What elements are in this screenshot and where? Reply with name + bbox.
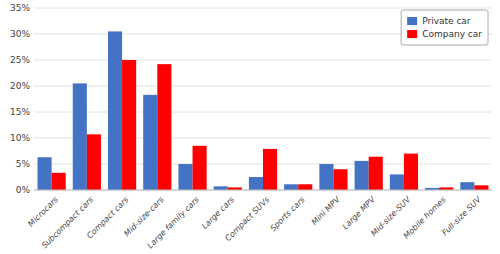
x-tick-label: Microcars: [26, 195, 60, 229]
bar-series: [38, 31, 475, 190]
x-tick-label: Subcompact cars: [40, 195, 95, 250]
grid-line: [34, 86, 492, 87]
y-tick-label: 25%: [10, 55, 30, 65]
y-tick-label: 15%: [10, 107, 30, 117]
legend-label: Private car: [422, 16, 471, 26]
bar: [249, 177, 263, 190]
x-tick-label: Large family cars: [146, 195, 201, 250]
x-tick-label: Large MPV: [341, 195, 378, 232]
x-tick-label: Compact SUVs: [223, 195, 271, 243]
legend-label: Company car: [422, 29, 482, 39]
bar: [263, 149, 277, 190]
bar: [460, 182, 474, 190]
bar: [157, 64, 171, 190]
bar: [390, 174, 404, 190]
grid-line: [34, 190, 492, 191]
x-axis-line: [34, 190, 492, 191]
bar: [193, 146, 207, 190]
bar-series: [52, 60, 489, 190]
grid-line: [34, 112, 492, 113]
y-tick-label: 35%: [10, 3, 30, 13]
x-tick-label: Mobile homes: [402, 195, 448, 241]
bar: [298, 184, 312, 190]
bar: [369, 157, 383, 190]
y-tick-label: 0%: [16, 185, 31, 195]
y-grid: [34, 8, 492, 190]
bar: [333, 169, 347, 190]
chart-svg: 0% 5% 10% 15% 20% 25% 30% 35% MicrocarsSubcompac…: [0, 0, 500, 254]
bar: [355, 161, 369, 190]
bar: [404, 154, 418, 190]
legend: Private car Company car: [401, 10, 488, 45]
x-tick-label: Sports cars: [268, 195, 306, 233]
grid-line: [34, 60, 492, 61]
grid-line: [34, 138, 492, 139]
chart-container: 0% 5% 10% 15% 20% 25% 30% 35% MicrocarsSubcompac…: [0, 0, 500, 254]
bar: [108, 31, 122, 190]
y-tick-label: 20%: [10, 81, 30, 91]
y-tick-label: 10%: [10, 133, 30, 143]
bars: [38, 31, 489, 190]
bar: [122, 60, 136, 190]
legend-swatch: [407, 30, 417, 38]
bar: [284, 184, 298, 190]
x-tick-label: Large cars: [200, 195, 236, 231]
bar: [214, 186, 228, 190]
bar: [143, 95, 157, 190]
bar: [178, 164, 192, 190]
bar: [87, 134, 101, 190]
bar: [38, 157, 52, 190]
grid-line: [34, 8, 492, 9]
bar: [319, 164, 333, 190]
x-tick-label: Mini MPV: [310, 195, 342, 227]
bar: [474, 185, 488, 190]
bar: [73, 83, 87, 190]
x-tick-label: Full-size SUV: [440, 195, 483, 238]
y-tick-label: 30%: [10, 29, 30, 39]
legend-frame: [401, 10, 488, 45]
y-tick-label: 5%: [16, 159, 31, 169]
legend-swatch: [407, 17, 417, 25]
bar: [52, 173, 66, 190]
y-tick-labels: 0% 5% 10% 15% 20% 25% 30% 35%: [10, 3, 30, 195]
x-tick-labels: MicrocarsSubcompact carsCompact carsMid-…: [26, 195, 483, 251]
